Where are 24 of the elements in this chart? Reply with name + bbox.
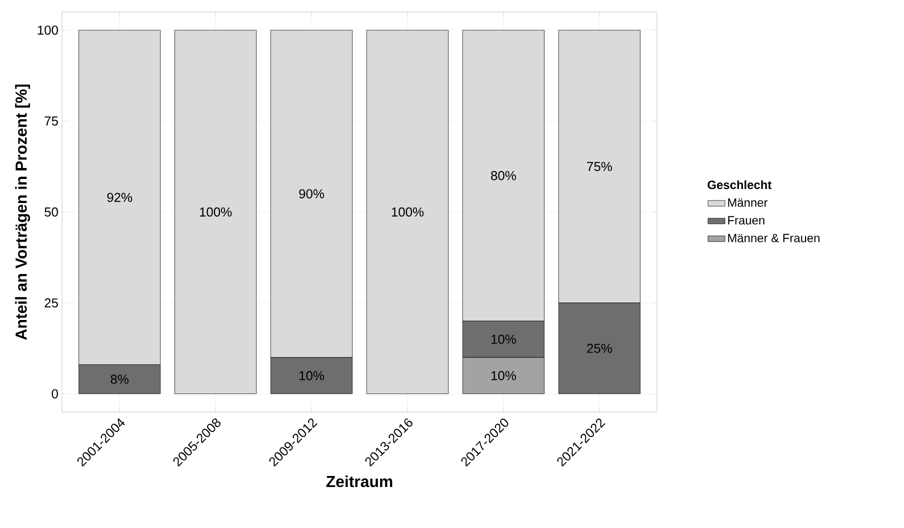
legend-label: Männer & Frauen [728,234,820,242]
data-label: 92% [107,192,132,202]
y-tick-label: 75 [44,116,58,126]
y-tick-label: 50 [44,207,58,217]
data-label: 10% [491,334,516,344]
y-tick-label: 25 [44,298,58,308]
legend-title: Geschlecht [708,180,772,190]
y-tick-label: 100 [38,26,58,35]
legend-label: Frauen [728,216,764,225]
bar [174,30,257,394]
y-axis-title: Anteil an Vorträgen in Prozent [%] [15,84,30,340]
data-label: 100% [200,207,232,217]
x-axis-title: Zeitraum [326,475,392,488]
data-label: 25% [587,344,612,353]
legend-label: Männer [728,198,768,207]
bar [366,30,448,394]
y-tick-label: 0 [52,389,58,398]
data-label: 8% [110,374,128,384]
data-label: 80% [491,171,516,180]
data-label: 10% [491,371,516,380]
data-label: 100% [392,207,424,217]
data-label: 75% [587,162,612,172]
data-label: 10% [300,371,324,380]
data-label: 90% [299,189,324,198]
